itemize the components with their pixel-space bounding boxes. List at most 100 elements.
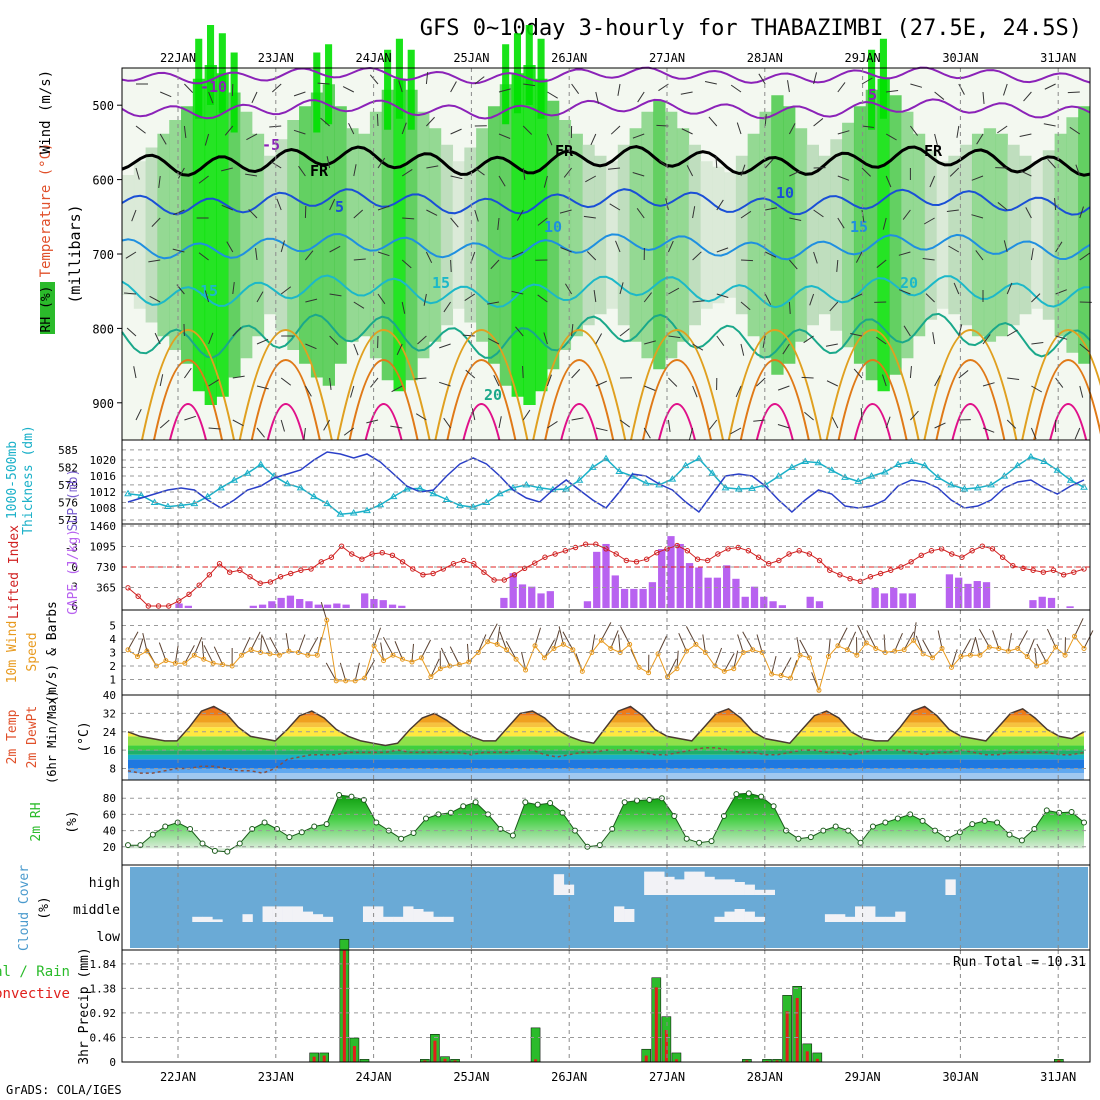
cloud-cell-middle — [433, 916, 444, 922]
wind-barb — [515, 326, 524, 337]
wind-barb — [949, 167, 960, 177]
wind-barb — [521, 651, 527, 671]
lifted-index-point — [949, 551, 955, 557]
lifted-index-point — [155, 603, 162, 609]
thickness-point — [867, 472, 876, 479]
wind-barb — [1019, 133, 1032, 137]
precip-convective-bar — [433, 1040, 437, 1062]
cloud-cell-middle — [242, 914, 253, 922]
wind-barb — [201, 641, 205, 660]
wind-speed-point — [674, 666, 680, 672]
cape-bar — [982, 582, 991, 608]
wind-barb — [490, 259, 500, 270]
thickness-point — [243, 469, 252, 476]
rh-cell — [995, 133, 1008, 337]
wind-barb — [953, 282, 960, 295]
rh-moist-core — [230, 52, 238, 133]
wind-speed-point — [494, 641, 500, 647]
lifted-index-point — [1010, 563, 1016, 569]
y-tick-label: 8 — [109, 763, 116, 776]
temperature-contour — [121, 145, 1091, 177]
temp-color-band — [128, 754, 1084, 760]
wind-speed-point — [513, 656, 519, 662]
lifted-index-point — [613, 551, 619, 557]
wind-barb — [595, 333, 603, 345]
wind-barb — [159, 374, 164, 387]
contour-label: 15 — [200, 282, 218, 300]
wind-barb — [668, 287, 680, 295]
wind-barb — [426, 165, 439, 169]
thickness-point — [934, 473, 942, 480]
cloud-cell-high — [744, 884, 755, 895]
wind-barb — [740, 210, 752, 219]
wind-barb — [177, 167, 185, 179]
lifted-index-point — [328, 554, 335, 560]
temp2m-axis-label-a: 2m Temp — [5, 709, 20, 764]
thickness-point — [230, 476, 239, 483]
lifted-index-point — [705, 557, 711, 564]
wind-barb — [426, 209, 438, 216]
lifted-index-point — [501, 577, 507, 583]
wind-barb — [498, 416, 502, 429]
cloud-cell-middle — [754, 916, 765, 922]
wind-barb — [595, 380, 607, 387]
wind-barb — [498, 175, 506, 187]
wind-barb — [1055, 289, 1067, 295]
rh-point — [522, 799, 529, 806]
wind-speed-point — [948, 664, 954, 670]
rh-cell — [771, 95, 784, 375]
wind-barb — [260, 634, 263, 653]
date-label-top: 29JAN — [845, 51, 881, 65]
temp2m-axis-label-c: (6hr Min/Max) — [45, 690, 59, 784]
thickness-point — [1066, 476, 1075, 483]
cloud-cell-high — [734, 882, 745, 895]
wind-barb — [563, 167, 572, 178]
wind-speed-point — [352, 678, 358, 684]
wind-speed-point — [731, 666, 737, 672]
wind-barb — [619, 419, 631, 428]
wind-barb — [740, 259, 754, 262]
wind-speed-point — [854, 652, 860, 658]
cloud-cell-middle — [403, 906, 414, 922]
wind-barb — [735, 385, 742, 398]
wind-barb — [667, 240, 674, 253]
lifted-index-point — [481, 569, 487, 575]
cape-bar — [314, 604, 322, 608]
date-label-top: 24JAN — [356, 51, 392, 65]
rh-point — [1018, 837, 1025, 844]
wind-barb — [547, 421, 558, 429]
rh-cell — [381, 89, 395, 381]
wind-barb — [861, 167, 871, 177]
wind-speed-point — [560, 641, 566, 647]
thickness-point — [283, 479, 292, 487]
cloud-cell-middle — [393, 916, 404, 922]
date-label-top: 22JAN — [160, 51, 196, 65]
lifted-index-point — [725, 546, 731, 552]
credit-label: GrADS: COLA/IGES — [6, 1083, 122, 1097]
wind-barb — [208, 91, 214, 104]
wind10-axis-label-a: 10m Wind — [5, 621, 20, 684]
wind-barb — [414, 377, 427, 380]
rh-cell — [676, 128, 690, 342]
wind-barb — [317, 82, 330, 85]
rh-cell — [251, 133, 265, 337]
wind-barb — [256, 291, 264, 303]
cape-bar — [955, 577, 963, 608]
cape-bar — [639, 588, 647, 608]
wind-barb — [948, 245, 960, 253]
warm-contour — [658, 403, 696, 441]
rh-point — [869, 823, 876, 830]
wind-barb — [543, 332, 548, 345]
wind-barb — [716, 293, 729, 298]
cape-bar — [296, 599, 304, 608]
wind-barb — [251, 91, 258, 104]
wind-barb — [813, 72, 817, 85]
wind-barb — [184, 645, 195, 664]
thickness-point — [190, 499, 199, 507]
rh-point — [745, 790, 752, 797]
temp-color-band — [128, 768, 1084, 774]
thickness-point — [456, 501, 464, 508]
wind-barb — [789, 217, 802, 221]
wind-speed-point — [248, 647, 254, 653]
thickness-point — [907, 457, 916, 465]
